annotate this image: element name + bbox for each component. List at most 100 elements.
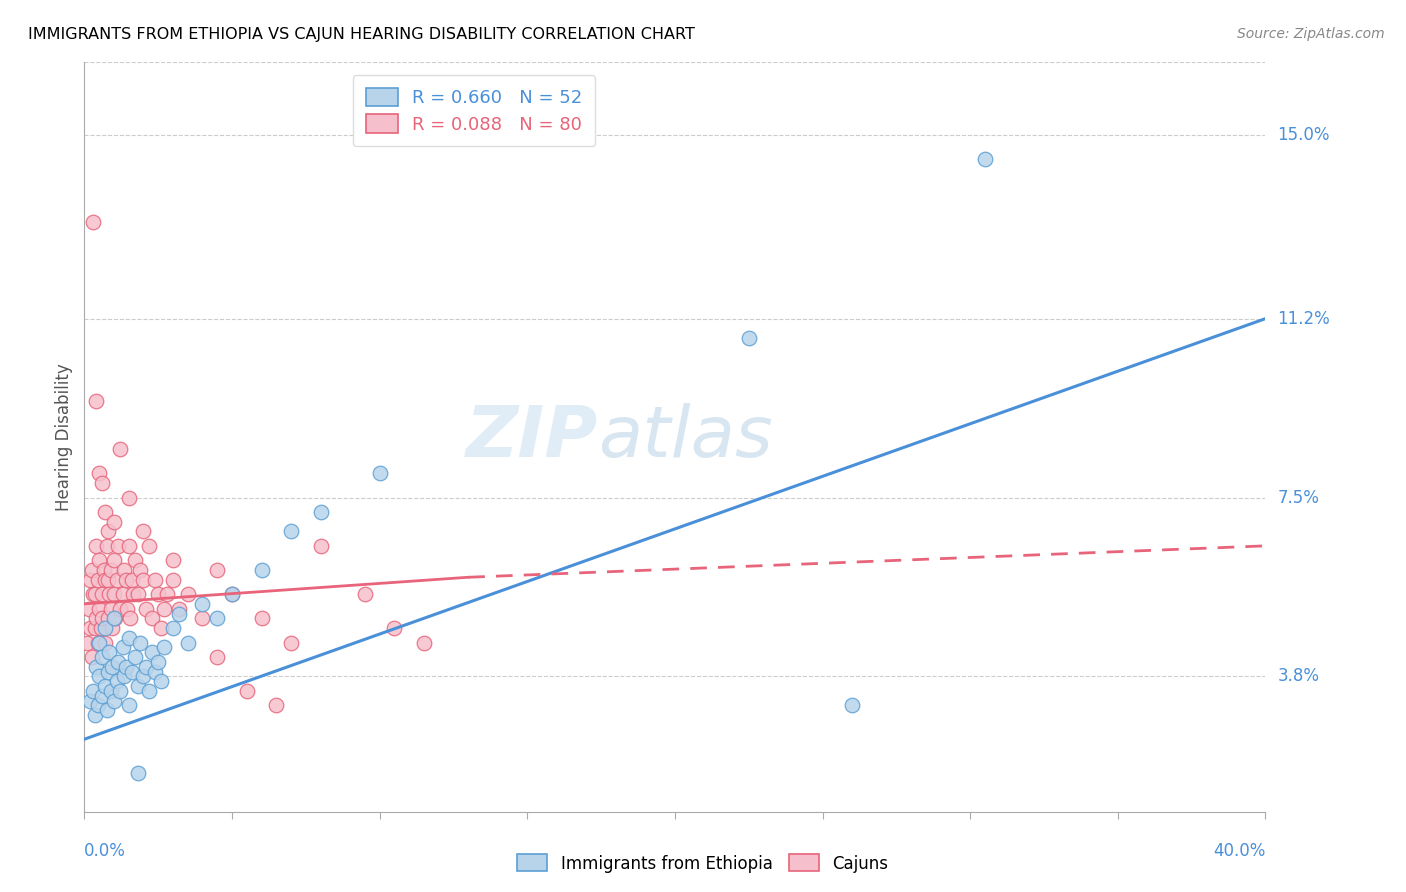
Point: [148, 655, 170, 669]
Point: [266, 698, 288, 713]
Point: [841, 698, 863, 713]
Point: [94, 573, 117, 587]
Point: [90, 621, 112, 635]
Point: [177, 587, 200, 601]
Point: [94, 621, 117, 635]
Point: [86, 635, 108, 649]
Point: [87, 553, 111, 567]
Point: [98, 587, 121, 601]
Point: [79, 621, 101, 635]
Point: [974, 152, 997, 166]
Point: [107, 539, 129, 553]
Point: [76, 635, 98, 649]
Point: [135, 659, 157, 673]
Point: [191, 597, 214, 611]
Point: [104, 611, 127, 625]
Point: [156, 587, 179, 601]
Point: [87, 669, 111, 683]
Point: [384, 621, 406, 635]
Point: [162, 573, 184, 587]
Point: [87, 467, 111, 481]
Point: [80, 650, 103, 665]
Point: [167, 607, 190, 621]
Point: [177, 635, 200, 649]
Point: [79, 573, 101, 587]
Point: [94, 679, 117, 693]
Point: [103, 587, 125, 601]
Text: 7.5%: 7.5%: [1277, 489, 1319, 507]
Point: [84, 659, 107, 673]
Point: [103, 611, 125, 625]
Point: [207, 611, 229, 625]
Point: [91, 475, 114, 490]
Point: [86, 698, 108, 713]
Point: [150, 621, 173, 635]
Point: [103, 693, 125, 707]
Text: 11.2%: 11.2%: [1277, 310, 1330, 327]
Point: [132, 524, 155, 539]
Point: [100, 684, 122, 698]
Point: [167, 601, 190, 615]
Y-axis label: Hearing Disability: Hearing Disability: [55, 363, 73, 511]
Point: [135, 601, 157, 615]
Point: [108, 684, 131, 698]
Point: [413, 635, 436, 649]
Point: [86, 573, 108, 587]
Point: [354, 587, 377, 601]
Legend: R = 0.660   N = 52, R = 0.088   N = 80: R = 0.660 N = 52, R = 0.088 N = 80: [353, 75, 595, 146]
Point: [84, 539, 107, 553]
Point: [108, 442, 131, 457]
Legend: Immigrants from Ethiopia, Cajuns: Immigrants from Ethiopia, Cajuns: [510, 847, 896, 880]
Point: [118, 539, 141, 553]
Point: [101, 659, 124, 673]
Point: [93, 563, 115, 577]
Point: [105, 573, 128, 587]
Point: [132, 669, 155, 683]
Point: [82, 215, 104, 229]
Point: [221, 587, 243, 601]
Point: [153, 601, 176, 615]
Point: [87, 601, 111, 615]
Text: 40.0%: 40.0%: [1213, 842, 1265, 860]
Point: [129, 635, 152, 649]
Point: [103, 553, 125, 567]
Point: [84, 393, 107, 408]
Point: [129, 563, 152, 577]
Point: [250, 563, 273, 577]
Point: [94, 635, 117, 649]
Point: [250, 611, 273, 625]
Point: [368, 467, 391, 481]
Point: [111, 587, 134, 601]
Text: atlas: atlas: [598, 402, 773, 472]
Point: [121, 665, 143, 679]
Point: [77, 601, 100, 615]
Point: [141, 611, 163, 625]
Point: [280, 635, 302, 649]
Text: 3.8%: 3.8%: [1277, 667, 1319, 685]
Point: [91, 689, 114, 703]
Point: [127, 679, 149, 693]
Point: [141, 645, 163, 659]
Point: [138, 539, 160, 553]
Point: [121, 573, 143, 587]
Point: [132, 573, 155, 587]
Point: [124, 553, 146, 567]
Point: [127, 766, 149, 780]
Point: [80, 563, 103, 577]
Point: [114, 573, 136, 587]
Point: [115, 601, 138, 615]
Point: [148, 587, 170, 601]
Text: Source: ZipAtlas.com: Source: ZipAtlas.com: [1237, 27, 1385, 41]
Point: [96, 703, 118, 717]
Point: [83, 621, 105, 635]
Point: [122, 587, 145, 601]
Point: [108, 601, 131, 615]
Point: [91, 650, 114, 665]
Point: [143, 573, 166, 587]
Text: IMMIGRANTS FROM ETHIOPIA VS CAJUN HEARING DISABILITY CORRELATION CHART: IMMIGRANTS FROM ETHIOPIA VS CAJUN HEARIN…: [28, 27, 695, 42]
Point: [94, 505, 117, 519]
Point: [207, 650, 229, 665]
Point: [105, 674, 128, 689]
Point: [112, 563, 135, 577]
Point: [153, 640, 176, 655]
